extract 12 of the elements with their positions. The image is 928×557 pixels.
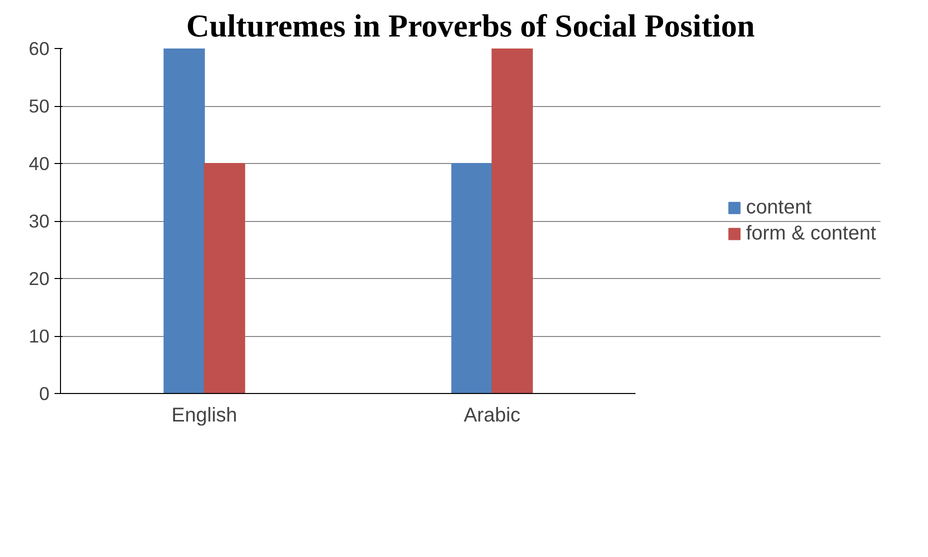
legend-label: content [746,196,812,219]
x-tick-label: English [172,404,238,426]
y-tick-label: 40 [28,153,50,174]
y-tick-label: 0 [39,383,50,404]
x-tick-label: Arabic [464,404,520,426]
y-tick-label: 30 [28,210,50,232]
y-tick-label: 50 [28,96,50,116]
y-tick-label: 10 [28,326,50,346]
chart-title: Culturemes in Proverbs of Social Position [186,8,755,44]
y-tick-label: 20 [28,268,50,289]
y-tick-label: 60 [28,38,50,59]
legend-label: form & content [746,222,876,245]
